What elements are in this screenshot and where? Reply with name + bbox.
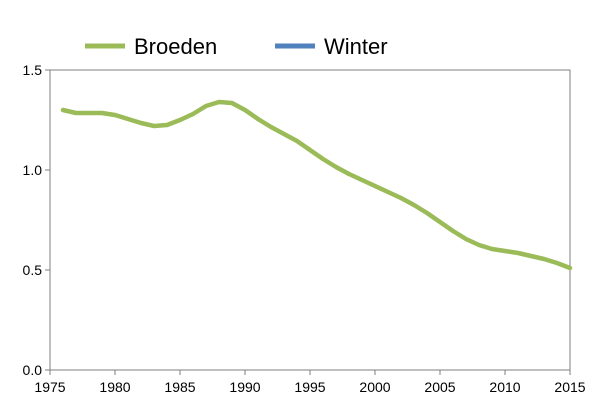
legend-label-broeden: Broeden xyxy=(134,34,217,59)
y-axis-ticks: 0.0 0.5 1.0 1.5 xyxy=(23,62,50,378)
x-tick-label: 2000 xyxy=(359,379,390,395)
x-tick-label: 1975 xyxy=(34,379,65,395)
y-tick-label: 0.5 xyxy=(23,262,43,278)
series-layer xyxy=(60,99,573,271)
x-axis-ticks: 1975 1980 1985 1990 1995 2000 2005 2010 2015 xyxy=(34,370,586,395)
y-tick-label: 1.5 xyxy=(23,62,43,78)
x-tick-label: 1990 xyxy=(229,379,260,395)
x-tick-label: 2010 xyxy=(489,379,520,395)
plot-area xyxy=(49,69,571,371)
legend: Broeden Winter xyxy=(85,34,388,59)
series-line-broeden xyxy=(60,99,573,271)
x-tick-label: 1995 xyxy=(294,379,325,395)
x-tick-label: 1985 xyxy=(164,379,195,395)
legend-label-winter: Winter xyxy=(324,34,388,59)
x-tick-label: 2005 xyxy=(424,379,455,395)
x-tick-label: 1980 xyxy=(99,379,130,395)
y-tick-label: 1.0 xyxy=(23,162,43,178)
y-tick-label: 0.0 xyxy=(23,362,43,378)
x-tick-label: 2015 xyxy=(554,379,585,395)
